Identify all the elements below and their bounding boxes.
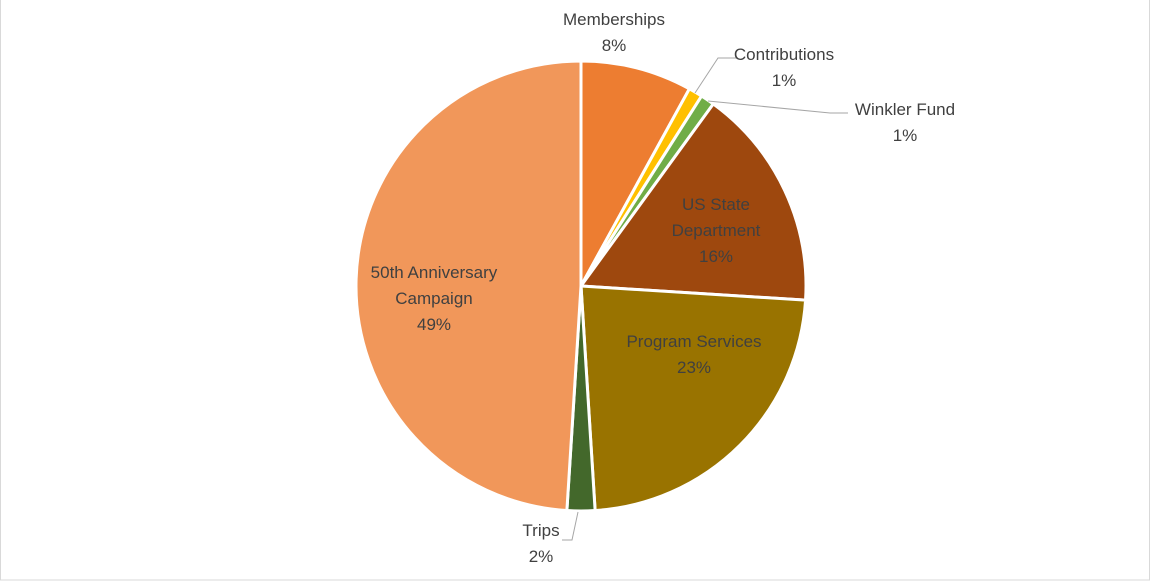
- leader-line: [694, 57, 738, 94]
- category-label: US State Department: [671, 195, 761, 240]
- data-label: Winkler Fund 1%: [805, 97, 1005, 149]
- value-label: 1%: [771, 71, 797, 90]
- leader-line: [562, 511, 579, 541]
- pie-slice: [354, 59, 583, 513]
- category-label: Memberships: [562, 10, 666, 29]
- category-label: Program Services: [626, 332, 762, 351]
- pie-slice: [579, 102, 808, 302]
- category-label: Trips: [522, 521, 560, 540]
- value-label: 1%: [892, 126, 918, 145]
- value-label: 23%: [676, 358, 712, 377]
- category-label: Contributions: [733, 45, 835, 64]
- value-label: 8%: [601, 36, 627, 55]
- leader-line: [707, 100, 848, 114]
- data-label: US State Department 16%: [656, 192, 776, 270]
- value-label: 49%: [416, 315, 452, 334]
- data-label: 50th Anniversary Campaign 49%: [349, 260, 519, 338]
- data-label: Trips 2%: [491, 518, 591, 570]
- category-label: Winkler Fund: [854, 100, 956, 119]
- data-label: Memberships 8%: [514, 7, 714, 59]
- value-label: 16%: [698, 247, 734, 266]
- data-label: Contributions 1%: [684, 42, 884, 94]
- value-label: 2%: [528, 547, 554, 566]
- pie-slice: [579, 59, 691, 288]
- category-label: 50th Anniversary Campaign: [370, 263, 498, 308]
- data-label: Program Services 23%: [584, 329, 804, 381]
- pie-slice: [579, 284, 808, 513]
